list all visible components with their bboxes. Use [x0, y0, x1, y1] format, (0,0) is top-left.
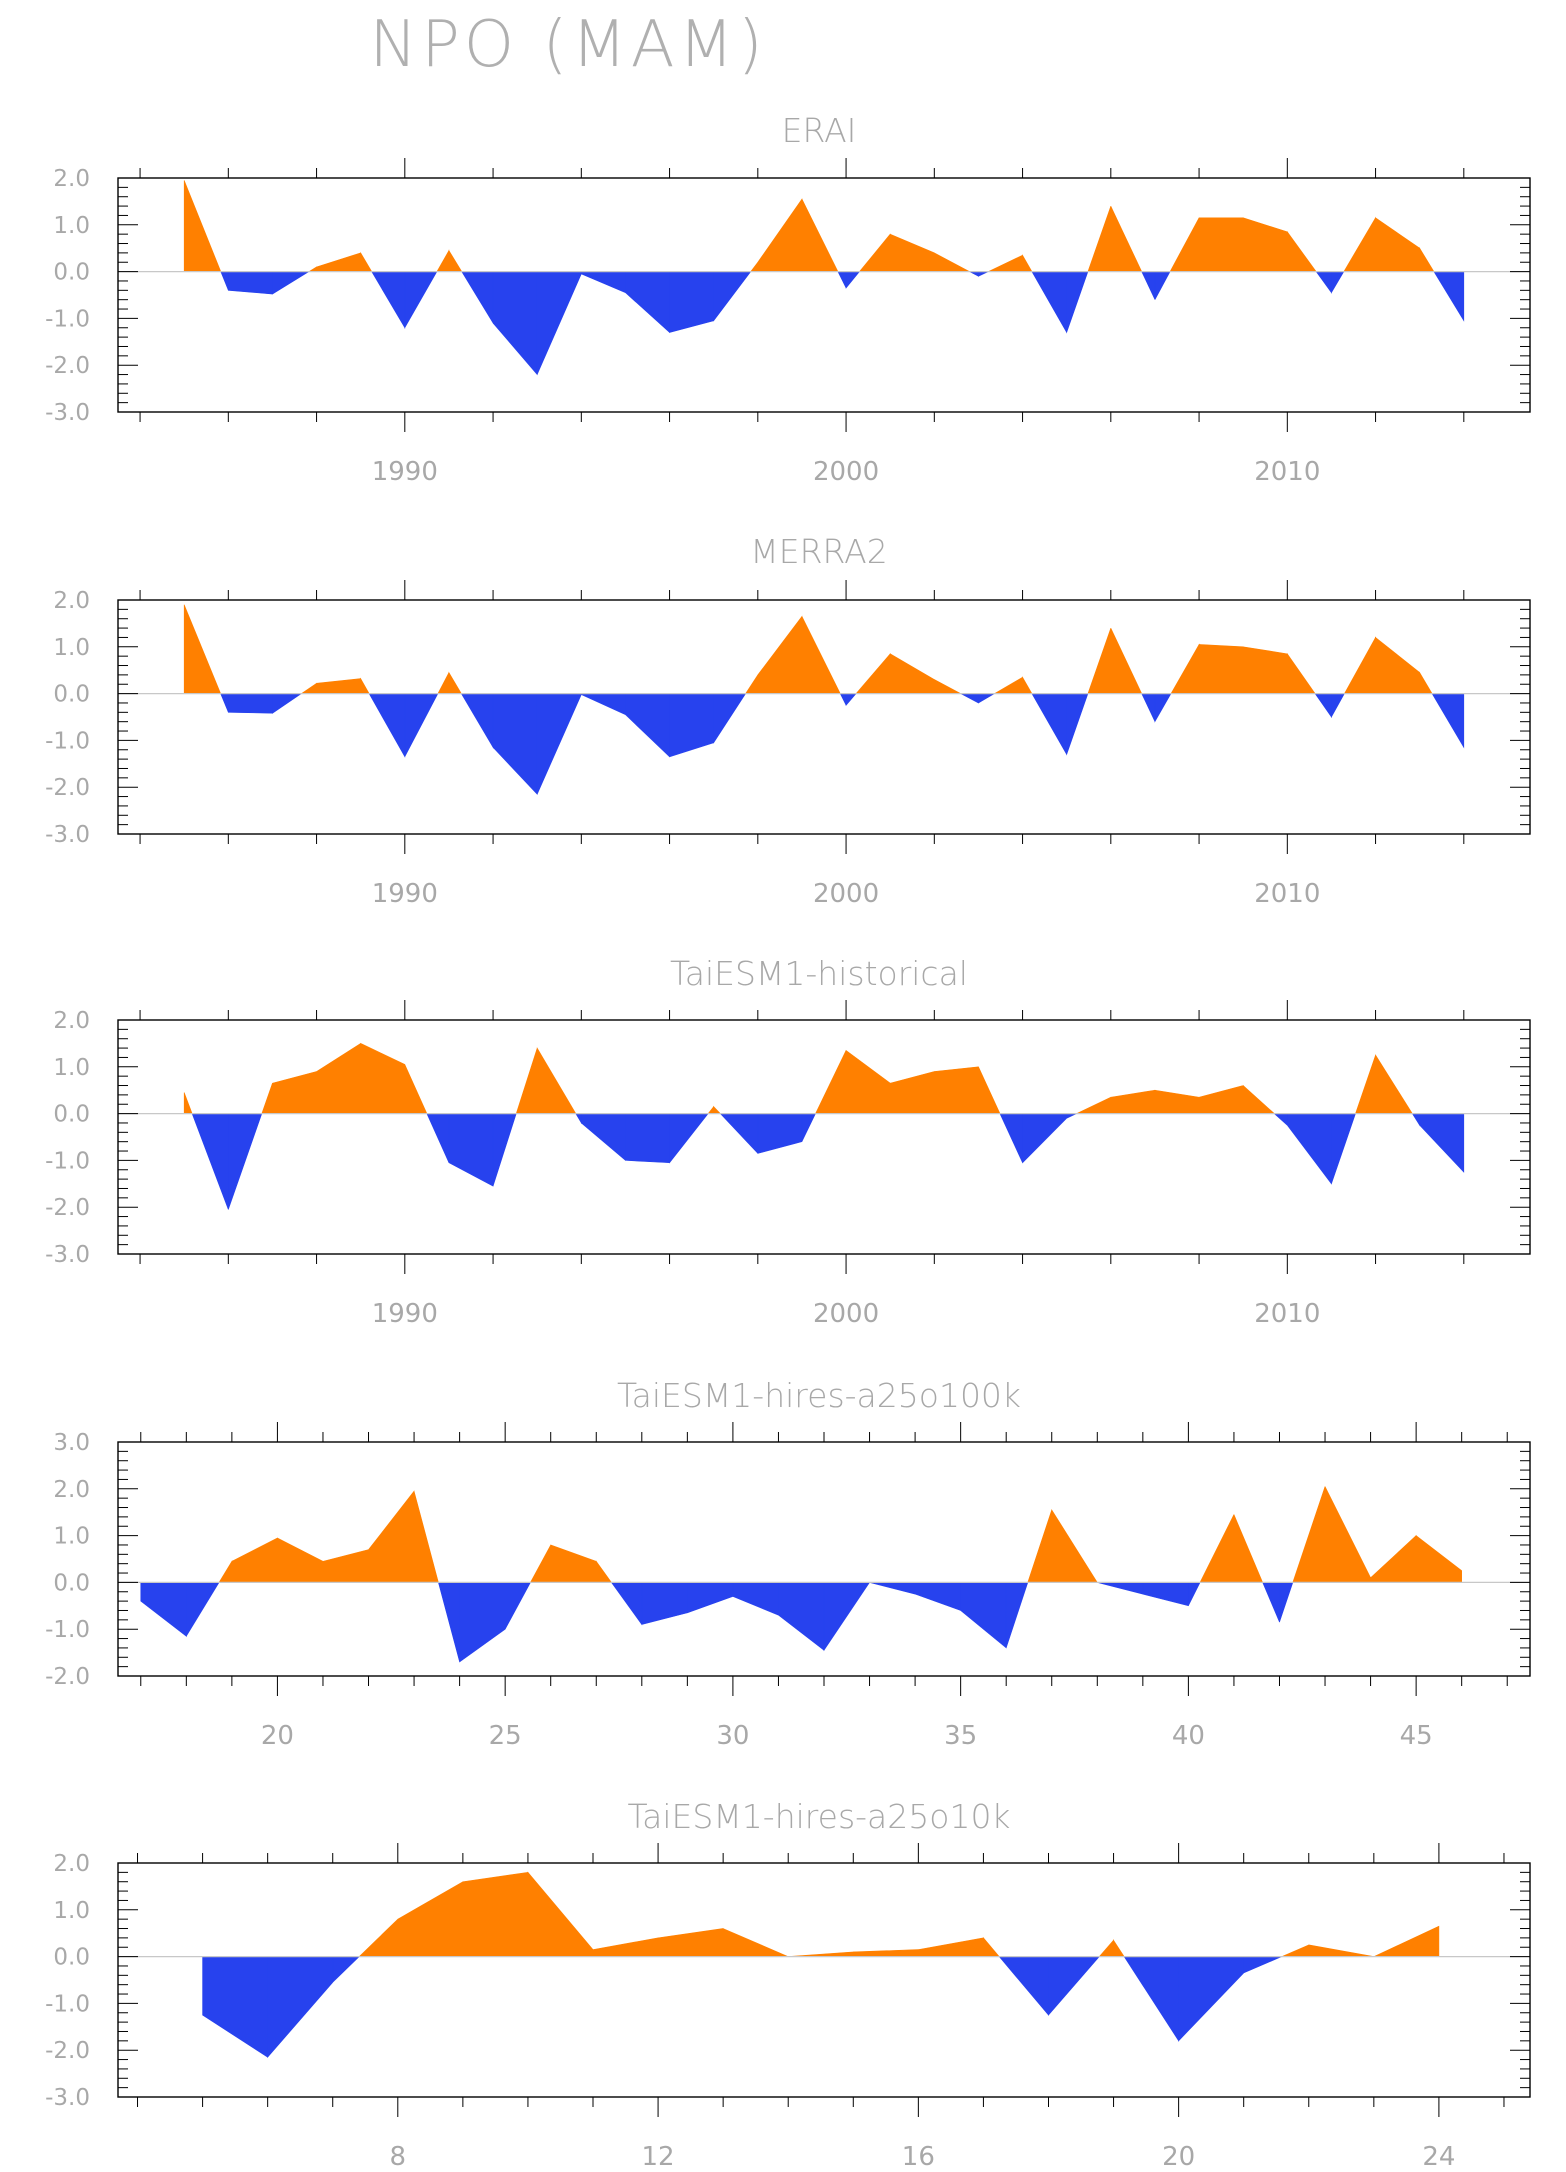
- y-tick-label: -1.0: [45, 728, 90, 754]
- chart-panel-2: MERRA2 2.0 1.0 0.0 -1.0 -2.0 -3.0 1990 2000 2010: [45, 532, 1531, 909]
- panel-title: ERAI: [782, 111, 857, 150]
- y-tick-label: 3.0: [53, 1430, 90, 1456]
- y-tick-label: 2.0: [53, 166, 90, 192]
- negative-area: [140, 1582, 1294, 1663]
- y-axis: 3.0 2.0 1.0 0.0 -1.0 -2.0: [45, 1430, 1530, 1690]
- x-tick-label: 25: [489, 1721, 522, 1751]
- y-tick-label: -1.0: [45, 1991, 90, 2017]
- y-tick-label: 0.0: [53, 1102, 90, 1128]
- chart-panel-5: TaiESM1-hires-a25o10k 2.0 1.0 0.0 -1.0 -2.0 -3…: [45, 1797, 1531, 2172]
- x-tick-label: 2010: [1254, 879, 1320, 909]
- y-axis: 2.0 1.0 0.0 -1.0 -2.0 -3.0: [45, 1008, 1530, 1268]
- positive-area: [183, 604, 1433, 694]
- x-tick-label: 2000: [813, 457, 879, 487]
- y-tick-label: 2.0: [53, 588, 90, 614]
- y-tick-label: -2.0: [45, 2038, 90, 2064]
- negative-area: [220, 693, 1465, 795]
- x-tick-label: 24: [1422, 2142, 1455, 2172]
- y-tick-label: -1.0: [45, 1148, 90, 1174]
- positive-area: [183, 180, 1435, 272]
- y-tick-label: -3.0: [45, 400, 90, 426]
- y-tick-label: 0.0: [53, 1945, 90, 1971]
- positive-area: [183, 1042, 1413, 1114]
- x-axis: 1990 2000 2010: [139, 158, 1465, 487]
- chart-panel-1: ERAI 2.0 1.0 0.0 -1.0 -2.0 -3.0 1990 2000 2010: [45, 111, 1531, 487]
- plot-frame: [117, 1862, 1531, 2098]
- y-tick-label: 0.0: [53, 682, 90, 708]
- negative-area: [220, 271, 1465, 376]
- chart-panel-3: TaiESM1-historical 2.0 1.0 0.0 -1.0 -2.0 -3.0 1…: [45, 954, 1531, 1329]
- x-tick-label: 20: [1162, 2142, 1195, 2172]
- x-tick-label: 1990: [372, 1299, 438, 1329]
- x-axis: 1990 2000 2010: [139, 1000, 1465, 1329]
- y-tick-label: -2.0: [45, 1664, 90, 1690]
- panel-title: TaiESM1-hires-a25o100k: [617, 1376, 1021, 1415]
- positive-area: [358, 1871, 1440, 1957]
- y-tick-label: 2.0: [53, 1851, 90, 1877]
- y-tick-label: -3.0: [45, 822, 90, 848]
- panel-title: TaiESM1-historical: [670, 954, 968, 993]
- negative-area: [202, 1956, 1282, 2059]
- x-axis: 8 12 16 20 24: [137, 1843, 1505, 2172]
- negative-area: [191, 1113, 1465, 1210]
- y-tick-label: 1.0: [53, 213, 90, 239]
- x-tick-label: 45: [1400, 1721, 1433, 1751]
- main-title: NPO (MAM): [369, 8, 767, 82]
- plot-frame: [117, 177, 1531, 413]
- y-tick-label: 1.0: [53, 1055, 90, 1081]
- y-tick-label: -1.0: [45, 306, 90, 332]
- panel-title: TaiESM1-hires-a25o10k: [627, 1797, 1010, 1836]
- chart-panel-4: TaiESM1-hires-a25o100k 3.0 2.0 1.0 0.0 -1.0 -2…: [45, 1376, 1531, 1751]
- y-tick-label: -3.0: [45, 1242, 90, 1268]
- y-axis: 2.0 1.0 0.0 -1.0 -2.0 -3.0: [45, 1851, 1530, 2111]
- x-tick-label: 1990: [372, 879, 438, 909]
- x-axis: 20 25 30 35 40 45: [140, 1422, 1508, 1751]
- x-tick-label: 20: [261, 1721, 294, 1751]
- y-tick-label: 2.0: [53, 1008, 90, 1034]
- y-tick-label: -2.0: [45, 1195, 90, 1221]
- plot-frame: [117, 599, 1531, 835]
- x-tick-label: 1990: [372, 457, 438, 487]
- y-tick-label: 0.0: [53, 1570, 90, 1596]
- y-axis: 2.0 1.0 0.0 -1.0 -2.0 -3.0: [45, 166, 1530, 426]
- panel-title: MERRA2: [750, 532, 887, 571]
- y-tick-label: 1.0: [53, 635, 90, 661]
- y-tick-label: 1.0: [53, 1898, 90, 1924]
- x-tick-label: 2010: [1254, 457, 1320, 487]
- y-tick-label: -3.0: [45, 2085, 90, 2111]
- x-tick-label: 2000: [813, 1299, 879, 1329]
- x-axis: 1990 2000 2010: [139, 580, 1465, 909]
- y-tick-label: 0.0: [53, 260, 90, 286]
- x-tick-label: 40: [1172, 1721, 1205, 1751]
- x-tick-label: 2010: [1254, 1299, 1320, 1329]
- y-tick-label: 1.0: [53, 1524, 90, 1550]
- plot-frame: [117, 1019, 1531, 1255]
- x-tick-label: 16: [902, 2142, 935, 2172]
- y-tick-label: -2.0: [45, 775, 90, 801]
- y-tick-label: -2.0: [45, 353, 90, 379]
- x-tick-label: 8: [390, 2142, 407, 2172]
- y-axis: 2.0 1.0 0.0 -1.0 -2.0 -3.0: [45, 588, 1530, 848]
- x-tick-label: 12: [642, 2142, 675, 2172]
- x-tick-label: 35: [944, 1721, 977, 1751]
- x-tick-label: 2000: [813, 879, 879, 909]
- y-tick-label: -1.0: [45, 1617, 90, 1643]
- y-tick-label: 2.0: [53, 1477, 90, 1503]
- x-tick-label: 30: [716, 1721, 749, 1751]
- positive-area: [218, 1486, 1462, 1583]
